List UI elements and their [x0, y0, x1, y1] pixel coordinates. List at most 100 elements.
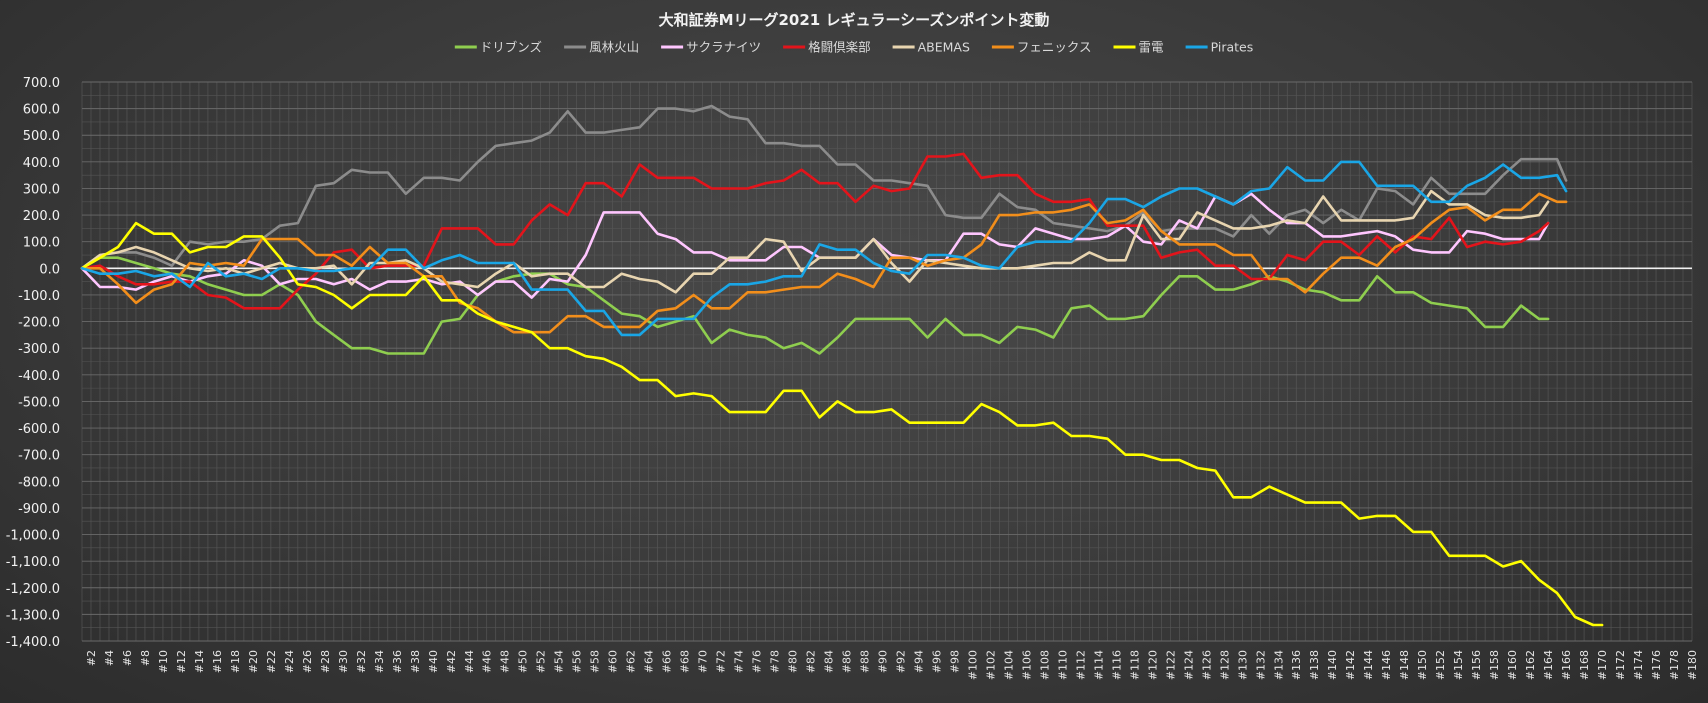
legend-item: フェニックス [991, 40, 1092, 55]
series-line [80, 104, 1568, 270]
y-tick-label: -1,100.0 [6, 555, 60, 570]
series-line [80, 256, 1550, 355]
x-tick-label: #96 [930, 650, 943, 673]
grid [81, 81, 1693, 642]
legend-label: サクラナイツ [686, 40, 761, 55]
y-tick-label: -900.0 [18, 502, 60, 517]
x-tick-label: #180 [1686, 650, 1699, 680]
x-tick-label: #150 [1416, 650, 1429, 680]
y-tick-label: 400.0 [23, 156, 60, 171]
legend-item: ドリブンズ [454, 40, 542, 55]
x-tick-label: #56 [571, 650, 584, 673]
x-tick-label: #120 [1146, 650, 1159, 680]
x-tick-label: #20 [247, 650, 260, 673]
x-tick-label: #174 [1632, 650, 1645, 680]
x-tick-label: #74 [733, 650, 746, 673]
x-tick-label: #34 [373, 650, 386, 673]
y-tick-label: -200.0 [18, 316, 60, 331]
y-tick-label: -500.0 [18, 395, 60, 410]
series-line [80, 221, 1604, 627]
x-tick-label: #42 [445, 650, 458, 673]
x-tick-label: #128 [1218, 650, 1231, 680]
x-tick-label: #12 [175, 650, 188, 673]
x-tick-label: #30 [337, 650, 350, 673]
y-tick-label: 100.0 [23, 236, 60, 251]
x-tick-label: #98 [948, 650, 961, 673]
y-tick-label: -1,300.0 [6, 608, 60, 623]
x-tick-label: #136 [1290, 650, 1303, 680]
x-tick-label: #22 [265, 650, 278, 673]
x-tick-label: #108 [1038, 650, 1051, 680]
x-tick-label: #156 [1470, 650, 1483, 680]
x-tick-label: #104 [1002, 650, 1015, 680]
y-tick-label: -700.0 [18, 449, 60, 464]
x-tick-label: #160 [1506, 650, 1519, 680]
x-tick-label: #122 [1164, 650, 1177, 680]
x-tick-label: #76 [751, 650, 764, 673]
x-tick-label: #164 [1542, 650, 1555, 680]
x-tick-label: #58 [589, 650, 602, 673]
x-tick-label: #40 [427, 650, 440, 673]
legend-item: ABEMAS [892, 40, 970, 55]
y-tick-label: -1,400.0 [6, 635, 60, 650]
x-tick-label: #114 [1092, 650, 1105, 680]
x-tick-label: #170 [1596, 650, 1609, 680]
x-tick-label: #28 [319, 650, 332, 673]
y-tick-label: 500.0 [23, 129, 60, 144]
x-tick-label: #132 [1254, 650, 1267, 680]
x-axis: #2 #4 #6 #8 #10 #12 #14 #16 #18 #20 #22 #24 #26 #28 #3… [85, 650, 1699, 680]
y-tick-label: -300.0 [18, 342, 60, 357]
x-tick-label: #70 [697, 650, 710, 673]
x-tick-label: #106 [1020, 650, 1033, 680]
x-tick-label: #168 [1578, 650, 1591, 680]
y-tick-label: 200.0 [23, 209, 60, 224]
series-line [80, 160, 1568, 337]
x-tick-label: #178 [1668, 650, 1681, 680]
x-tick-label: #32 [355, 650, 368, 673]
y-tick-label: 700.0 [23, 76, 60, 91]
chart-title: 大和証券Mリーグ2021 レギュラーシーズンポイント変動 [659, 11, 1050, 29]
x-tick-label: #38 [409, 650, 422, 673]
x-tick-label: #154 [1452, 650, 1465, 680]
x-tick-label: #166 [1560, 650, 1573, 680]
legend-label: Pirates [1211, 40, 1254, 55]
x-tick-label: #94 [912, 650, 925, 673]
x-tick-label: #24 [283, 650, 296, 673]
x-tick-label: #18 [229, 650, 242, 673]
x-tick-label: #92 [894, 650, 907, 673]
x-tick-label: #146 [1380, 650, 1393, 680]
x-tick-label: #82 [805, 650, 818, 673]
x-tick-label: #144 [1362, 650, 1375, 680]
x-tick-label: #36 [391, 650, 404, 673]
x-tick-label: #158 [1488, 650, 1501, 680]
legend-label: フェニックス [1017, 40, 1092, 55]
x-tick-label: #80 [787, 650, 800, 673]
x-tick-label: #130 [1236, 650, 1249, 680]
x-tick-label: #60 [607, 650, 620, 673]
legend-label: ドリブンズ [480, 40, 542, 55]
x-tick-label: #112 [1074, 650, 1087, 680]
x-tick-label: #78 [769, 650, 782, 673]
legend: ドリブンズ 風林火山 サクラナイツ 格闘倶楽部 ABEMAS フェニックス 雷電 Pirate… [454, 40, 1254, 55]
y-axis: 700.0 600.0 500.0 400.0 300.0 200.0 100.0 0.0 -1… [6, 76, 60, 650]
legend-item: Pirates [1185, 40, 1254, 55]
y-tick-label: -100.0 [18, 289, 60, 304]
x-tick-label: #44 [463, 650, 476, 673]
x-tick-label: #100 [966, 650, 979, 680]
x-tick-label: #142 [1344, 650, 1357, 680]
legend-item: 風林火山 [564, 40, 639, 55]
x-tick-label: #50 [517, 650, 530, 673]
x-tick-label: #148 [1398, 650, 1411, 680]
x-tick-label: #138 [1308, 650, 1321, 680]
x-tick-label: #2 [85, 650, 98, 666]
x-tick-label: #52 [535, 650, 548, 673]
x-tick-label: #102 [984, 650, 997, 680]
x-tick-label: #124 [1182, 650, 1195, 680]
x-tick-label: #10 [157, 650, 170, 673]
legend-label: 格闘倶楽部 [808, 40, 871, 55]
x-tick-label: #54 [553, 650, 566, 673]
x-tick-label: #172 [1614, 650, 1627, 680]
x-tick-label: #86 [841, 650, 854, 673]
x-tick-label: #72 [715, 650, 728, 673]
